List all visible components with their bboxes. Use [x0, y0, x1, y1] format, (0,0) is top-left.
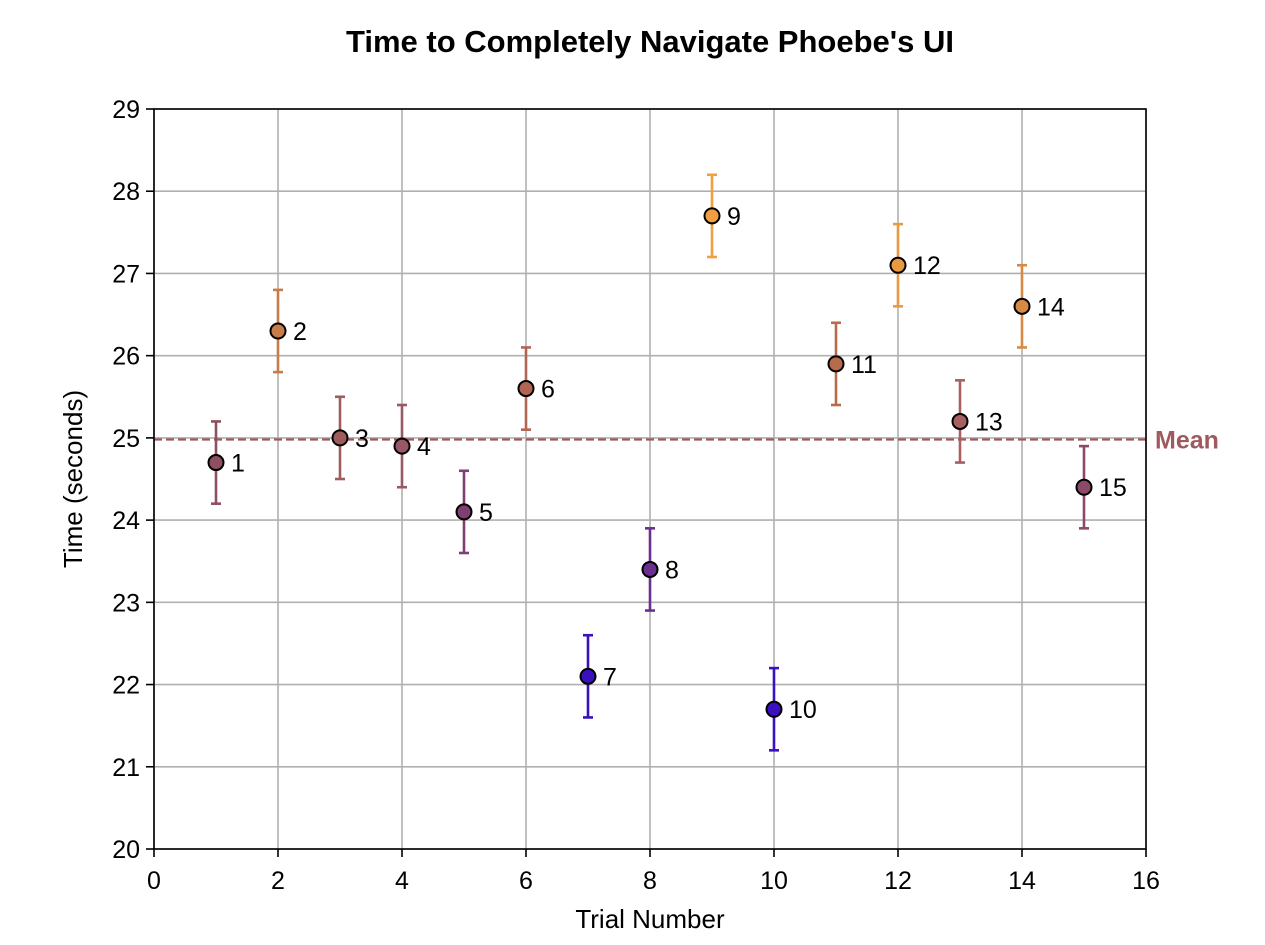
x-tick-label: 8 [643, 867, 657, 895]
y-tick-label: 29 [112, 96, 140, 124]
data-point [331, 429, 349, 447]
x-ticks: 0 2 4 6 8 10 12 14 16 [147, 849, 1160, 895]
data-point [951, 412, 969, 430]
y-tick-label: 22 [112, 672, 140, 700]
mean-layer: Mean [154, 427, 1219, 455]
point-label: 1 [231, 450, 245, 478]
data-point [207, 454, 225, 472]
x-tick-label: 12 [884, 867, 912, 895]
point-label: 8 [665, 556, 679, 584]
point-label: 13 [975, 408, 1003, 436]
point-label: 10 [789, 696, 817, 724]
point-label: 6 [541, 376, 555, 404]
data-point [889, 256, 907, 274]
data-point [1075, 478, 1093, 496]
y-tick-label: 21 [112, 754, 140, 782]
x-tick-label: 2 [271, 867, 285, 895]
x-tick-label: 10 [760, 867, 788, 895]
point-label: 11 [851, 351, 877, 379]
data-point [827, 355, 845, 373]
point-label: 3 [355, 425, 369, 453]
y-axis-label: Time (seconds) [58, 390, 88, 568]
point-label: 9 [727, 203, 741, 231]
y-tick-label: 27 [112, 260, 140, 288]
point-label: 14 [1037, 293, 1065, 321]
data-point [1013, 297, 1031, 315]
data-point [765, 700, 783, 718]
point-label: 12 [913, 252, 941, 280]
point-label: 4 [417, 433, 431, 461]
point-label: 5 [479, 499, 493, 527]
mean-label: Mean [1155, 427, 1219, 455]
grid [153, 108, 1147, 850]
y-ticks: 20 21 22 23 24 25 26 27 28 29 [112, 96, 154, 864]
x-tick-label: 16 [1132, 867, 1160, 895]
y-tick-label: 25 [112, 425, 140, 453]
y-tick-label: 26 [112, 343, 140, 371]
chart-title: Time to Completely Navigate Phoebe's UI [346, 24, 954, 59]
y-tick-label: 20 [112, 836, 140, 864]
data-point [269, 322, 287, 340]
y-tick-label: 23 [112, 589, 140, 617]
data-point [455, 503, 473, 521]
data-point [393, 437, 411, 455]
y-tick-label: 28 [112, 178, 140, 206]
x-tick-label: 6 [519, 867, 533, 895]
data-point [703, 207, 721, 225]
data-point [517, 380, 535, 398]
x-tick-label: 14 [1008, 867, 1036, 895]
x-axis-label: Trial Number [575, 904, 725, 934]
y-tick-label: 24 [112, 507, 140, 535]
x-tick-label: 0 [147, 867, 161, 895]
data-point [579, 667, 597, 685]
point-label: 7 [603, 663, 617, 691]
point-label: 2 [293, 318, 307, 346]
data-point [641, 560, 659, 578]
x-tick-label: 4 [395, 867, 409, 895]
point-label: 15 [1099, 474, 1127, 502]
